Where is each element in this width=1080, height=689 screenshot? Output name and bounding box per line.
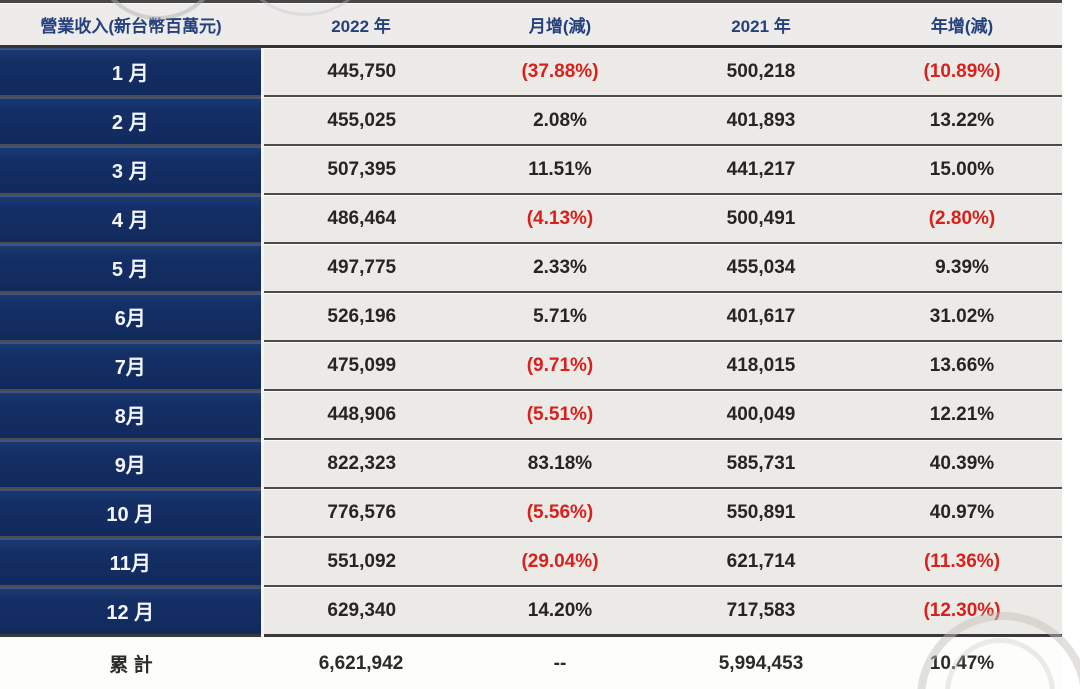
month-cell: 9月 [0,439,264,489]
revenue-2022: 448,906 [262,390,460,440]
header-year-2022: 2022 年 [262,0,460,48]
month-cell: 7月 [0,341,264,391]
month-cell: 3 月 [0,145,264,195]
table-row-month-8: 8月 448,906 (5.51%) 400,049 12.21% [0,390,1062,440]
table-row-month-3: 3 月 507,395 11.51% 441,217 15.00% [0,145,1062,195]
table-row-month-11: 11月 551,092 (29.04%) 621,714 (11.36%) [0,537,1062,587]
revenue-2021: 400,049 [660,390,862,440]
revenue-2021: 455,034 [660,243,862,293]
yoy-change: 40.97% [862,488,1062,538]
mom-change: 11.51% [460,145,660,195]
table-row-month-12: 12 月 629,340 14.20% 717,583 (12.30%) [0,586,1062,637]
month-cell: 12 月 [0,586,264,637]
revenue-2022: 776,576 [262,488,460,538]
revenue-2021: 585,731 [660,439,862,489]
mom-change: (4.13%) [460,194,660,244]
month-cell: 4 月 [0,194,264,244]
revenue-2021: 717,583 [660,586,862,637]
mom-change: (5.51%) [460,390,660,440]
mom-change: (29.04%) [460,537,660,587]
revenue-2022: 629,340 [262,586,460,637]
mom-change: (37.88%) [460,46,660,97]
table-row-month-2: 2 月 455,025 2.08% 401,893 13.22% [0,96,1062,146]
table-row-total: 累 計 6,621,942 -- 5,994,453 10.47% [0,634,1062,689]
total-label: 累 計 [0,634,262,689]
revenue-2021: 500,218 [660,46,862,97]
mom-change: (5.56%) [460,488,660,538]
revenue-2022: 507,395 [262,145,460,195]
total-mom-change: -- [460,634,660,689]
yoy-change: 13.66% [862,341,1062,391]
month-cell: 10 月 [0,488,264,538]
yoy-change: (10.89%) [862,46,1062,97]
revenue-2021: 621,714 [660,537,862,587]
revenue-2021: 500,491 [660,194,862,244]
month-cell: 2 月 [0,96,264,146]
yoy-change: 13.22% [862,96,1062,146]
header-yoy-change: 年增(減) [862,0,1062,48]
revenue-2022: 475,099 [262,341,460,391]
table-row-month-6: 6月 526,196 5.71% 401,617 31.02% [0,292,1062,342]
yoy-change: (12.30%) [862,586,1062,637]
month-cell: 8月 [0,390,264,440]
yoy-change: 12.21% [862,390,1062,440]
month-cell: 11月 [0,537,264,587]
total-revenue-2021: 5,994,453 [660,634,862,689]
month-cell: 6月 [0,292,264,342]
header-year-2021: 2021 年 [660,0,862,48]
table-row-month-1: 1 月 445,750 (37.88%) 500,218 (10.89%) [0,46,1062,97]
revenue-2021: 441,217 [660,145,862,195]
month-cell: 1 月 [0,46,264,97]
revenue-2022: 455,025 [262,96,460,146]
table-row-month-4: 4 月 486,464 (4.13%) 500,491 (2.80%) [0,194,1062,244]
month-cell: 5 月 [0,243,264,293]
header-mom-change: 月增(減) [460,0,660,48]
yoy-change: 40.39% [862,439,1062,489]
mom-change: 5.71% [460,292,660,342]
table-row-month-5: 5 月 497,775 2.33% 455,034 9.39% [0,243,1062,293]
table-row-month-9: 9月 822,323 83.18% 585,731 40.39% [0,439,1062,489]
yoy-change: 9.39% [862,243,1062,293]
revenue-2021: 401,893 [660,96,862,146]
yoy-change: (11.36%) [862,537,1062,587]
revenue-2021: 401,617 [660,292,862,342]
revenue-2021: 418,015 [660,341,862,391]
header-row: 營業收入(新台幣百萬元) 2022 年 月增(減) 2021 年 年增(減) [0,0,1062,48]
yoy-change: (2.80%) [862,194,1062,244]
table-row-month-10: 10 月 776,576 (5.56%) 550,891 40.97% [0,488,1062,538]
mom-change: 83.18% [460,439,660,489]
revenue-2022: 526,196 [262,292,460,342]
revenue-2022: 445,750 [262,46,460,97]
table-row-month-7: 7月 475,099 (9.71%) 418,015 13.66% [0,341,1062,391]
mom-change: 2.08% [460,96,660,146]
yoy-change: 31.02% [862,292,1062,342]
yoy-change: 15.00% [862,145,1062,195]
revenue-2022: 497,775 [262,243,460,293]
mom-change: (9.71%) [460,341,660,391]
revenue-2022: 551,092 [262,537,460,587]
header-revenue-unit: 營業收入(新台幣百萬元) [0,0,262,48]
mom-change: 14.20% [460,586,660,637]
total-yoy-change: 10.47% [862,634,1062,689]
mom-change: 2.33% [460,243,660,293]
revenue-2021: 550,891 [660,488,862,538]
revenue-2022: 486,464 [262,194,460,244]
revenue-2022: 822,323 [262,439,460,489]
total-revenue-2022: 6,621,942 [262,634,460,689]
